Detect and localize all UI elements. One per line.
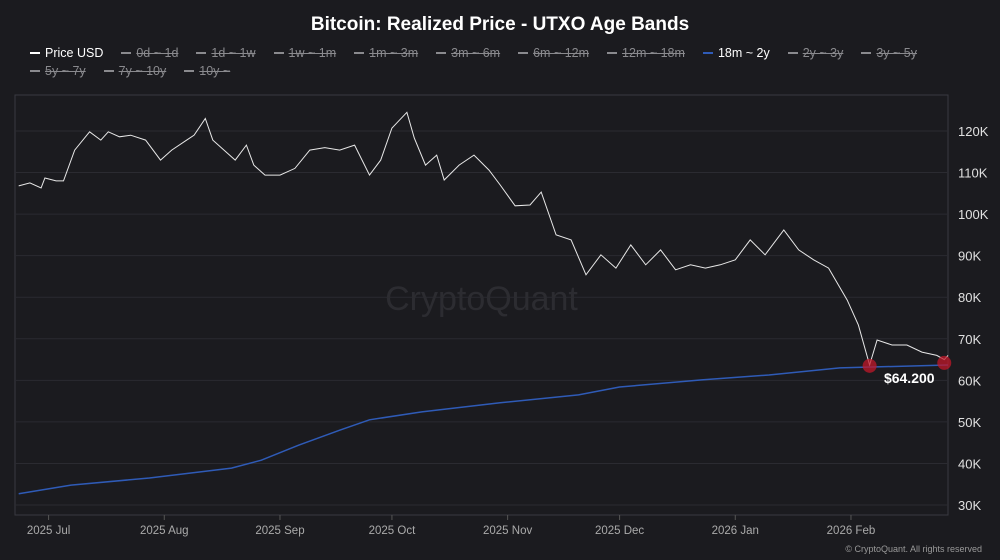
legend-item[interactable]: 3m ~ 6m <box>436 46 500 60</box>
y-tick-label: 70K <box>958 332 981 347</box>
legend-item[interactable]: 18m ~ 2y <box>702 46 770 60</box>
legend-swatch <box>184 70 195 72</box>
legend-item[interactable]: 12m ~ 18m <box>607 46 685 60</box>
legend-label: 3y ~ 5y <box>876 46 918 60</box>
y-tick-label: 40K <box>958 456 981 471</box>
legend-label: 12m ~ 18m <box>622 46 685 60</box>
legend-label: 18m ~ 2y <box>717 46 770 60</box>
x-tick-label: 2025 Sep <box>255 525 304 537</box>
legend-label: 1w ~ 1m <box>288 46 337 60</box>
legend-item[interactable]: 3y ~ 5y <box>861 46 917 60</box>
legend-label: 1m ~ 3m <box>369 46 419 60</box>
legend-item[interactable]: 1d ~ 1w <box>196 46 256 60</box>
legend-swatch <box>702 52 713 54</box>
legend-label: 0d ~ 1d <box>136 46 179 60</box>
legend-swatch <box>861 52 872 54</box>
plot-border <box>14 94 949 516</box>
legend-item[interactable]: 0d ~ 1d <box>121 46 178 60</box>
legend-item[interactable]: 1w ~ 1m <box>273 46 337 60</box>
y-tick-label: 120K <box>958 124 989 139</box>
legend-label: 6m ~ 12m <box>533 46 590 60</box>
y-tick-label: 50K <box>958 415 981 430</box>
legend: Price USD 0d ~ 1d 1d ~ 1w 1w ~ 1m 1m ~ 3m 3m … <box>30 46 980 78</box>
legend-label: 7y ~ 10y <box>118 64 167 78</box>
y-tick-label: 80K <box>958 290 981 305</box>
x-tick-label: 2026 Feb <box>827 525 876 537</box>
legend-swatch <box>436 52 447 54</box>
legend-swatch <box>103 70 114 72</box>
chart-title: Bitcoin: Realized Price - UTXO Age Bands <box>310 14 690 35</box>
y-tick-label: 110K <box>958 166 988 181</box>
legend-label: 10y ~ <box>199 64 231 78</box>
legend-item[interactable]: 10y ~ <box>184 64 230 78</box>
highlight-marker <box>937 355 952 370</box>
legend-label: 5y ~ 7y <box>45 64 86 78</box>
legend-swatch <box>273 52 284 54</box>
legend-swatch <box>354 52 365 54</box>
legend-item[interactable]: 2y ~ 3y <box>787 46 844 60</box>
legend-swatch <box>121 52 132 54</box>
legend-label: Price USD <box>45 46 104 60</box>
y-tick-label: 100K <box>958 207 989 222</box>
price-usd-line <box>18 111 949 367</box>
legend-swatch <box>30 70 40 72</box>
legend-swatch <box>787 52 798 54</box>
y-tick-label: 30K <box>958 498 981 513</box>
legend-item[interactable]: 7y ~ 10y <box>103 64 167 78</box>
x-tick-label: 2025 Dec <box>595 525 644 537</box>
legend-swatch <box>518 52 529 54</box>
highlight-marker <box>862 358 877 373</box>
x-tick-label: 2025 Oct <box>369 525 416 537</box>
legend-label: 2y ~ 3y <box>802 46 844 60</box>
x-tick-label: 2025 Aug <box>140 525 189 537</box>
legend-item[interactable]: 1m ~ 3m <box>354 46 418 60</box>
copyright: © CryptoQuant. All rights reserved <box>845 544 982 554</box>
x-tick-label: 2025 Jul <box>27 525 70 537</box>
y-tick-label: 60K <box>958 373 981 388</box>
legend-item[interactable]: 5y ~ 7y <box>30 64 86 78</box>
x-tick-label: 2025 Nov <box>483 525 532 537</box>
price-annotation: $64.200 <box>884 370 935 386</box>
legend-item[interactable]: 6m ~ 12m <box>518 46 589 60</box>
realized-price-18m-2y-line <box>18 364 949 495</box>
legend-swatch <box>30 52 40 54</box>
legend-label: 3m ~ 6m <box>451 46 501 60</box>
legend-label: 1d ~ 1w <box>211 46 256 60</box>
x-tick-label: 2026 Jan <box>712 525 759 537</box>
legend-item[interactable]: Price USD <box>30 46 103 60</box>
legend-swatch <box>607 52 618 54</box>
y-tick-label: 90K <box>958 249 981 264</box>
watermark: CryptoQuant <box>385 280 578 318</box>
legend-swatch <box>196 52 207 54</box>
